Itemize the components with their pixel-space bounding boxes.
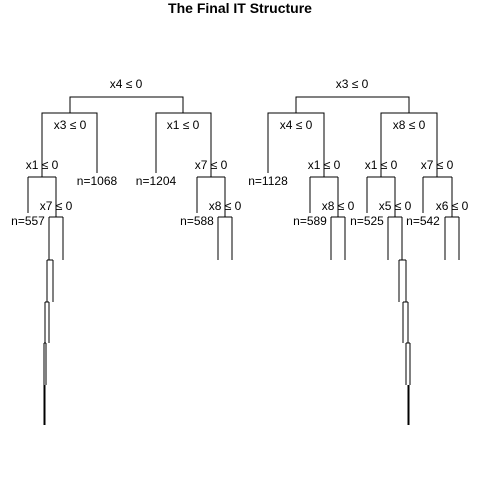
- leaf-label-n588: n=588: [180, 214, 214, 228]
- leaf-label-n1204: n=1204: [136, 174, 177, 188]
- split-label-x8: x8 ≤ 0: [209, 199, 242, 213]
- split-label-x4-root: x4 ≤ 0: [110, 77, 143, 91]
- split-label-x4: x4 ≤ 0: [280, 118, 313, 132]
- leaf-label-n542: n=542: [406, 214, 440, 228]
- tree-edges: [27, 96, 460, 425]
- split-label-x8: x8 ≤ 0: [393, 118, 426, 132]
- leaf-label-n557: n=557: [11, 214, 45, 228]
- split-label-x1: x1 ≤ 0: [26, 158, 59, 172]
- split-label-x7: x7 ≤ 0: [421, 158, 454, 172]
- split-label-x3: x3 ≤ 0: [54, 118, 87, 132]
- leaf-label-n1068: n=1068: [77, 174, 118, 188]
- split-label-x1: x1 ≤ 0: [167, 118, 200, 132]
- leaf-labels: n=557 n=1068 n=1204 n=588 n=1128 n=589 n…: [11, 174, 440, 228]
- split-label-x5: x5 ≤ 0: [379, 199, 412, 213]
- leaf-label-n589: n=589: [293, 214, 327, 228]
- split-label-x3-root: x3 ≤ 0: [336, 77, 369, 91]
- leaf-label-n1128: n=1128: [248, 174, 288, 188]
- split-label-x7: x7 ≤ 0: [40, 199, 73, 213]
- split-label-x7: x7 ≤ 0: [195, 158, 228, 172]
- split-labels: x4 ≤ 0 x3 ≤ 0 x3 ≤ 0 x1 ≤ 0 x1 ≤ 0 x7 ≤ …: [26, 77, 469, 213]
- split-label-x8: x8 ≤ 0: [322, 199, 355, 213]
- split-label-x6: x6 ≤ 0: [436, 199, 469, 213]
- leaf-label-n525: n=525: [350, 214, 384, 228]
- split-label-x1: x1 ≤ 0: [308, 158, 341, 172]
- diagram-title: The Final IT Structure: [168, 0, 312, 16]
- split-label-x1: x1 ≤ 0: [365, 158, 398, 172]
